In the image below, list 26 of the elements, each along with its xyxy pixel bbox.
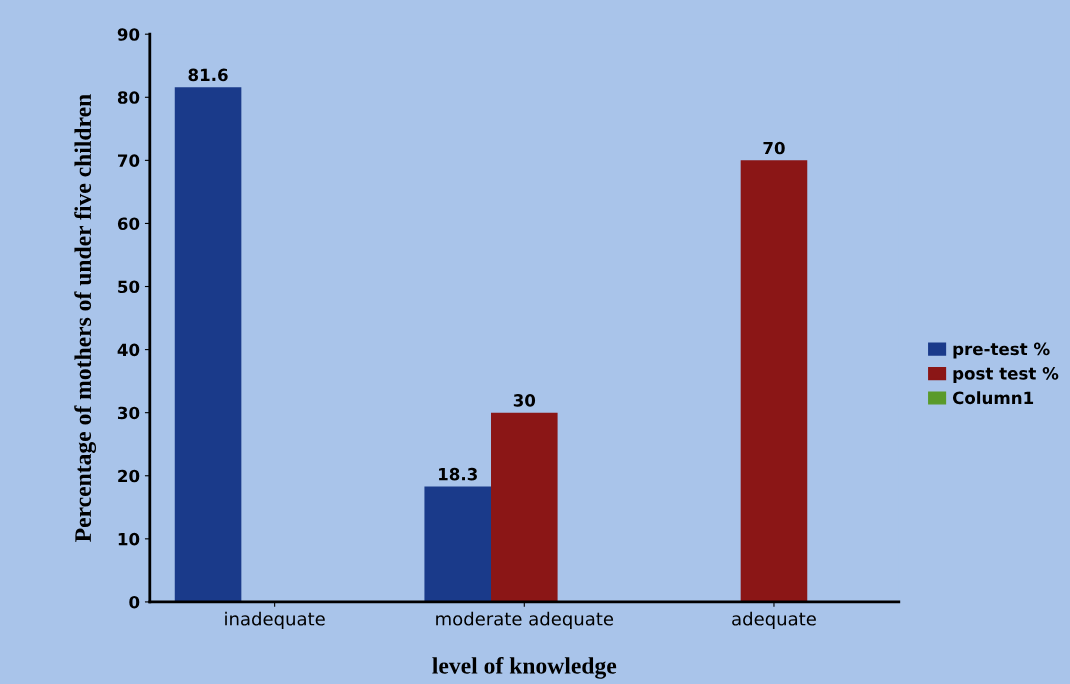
y-tick-label: 30 [118, 406, 140, 420]
data-label: 30 [513, 394, 536, 407]
y-tick-label: 40 [117, 343, 140, 357]
legend-label: Column1 [952, 391, 1034, 405]
bar [424, 486, 492, 602]
x-tick-label: adequate [732, 611, 816, 630]
y-tick-label: 10 [118, 532, 140, 546]
x-tick-label: moderate adequate [436, 611, 614, 630]
bar [491, 412, 558, 602]
y-tick-label: 50 [118, 280, 140, 294]
y-tick-label: 80 [117, 91, 140, 104]
data-label: 70 [763, 141, 785, 155]
y-axis-title: Percentage of mothers of under five children [74, 94, 97, 542]
y-tick-label: 20 [118, 469, 140, 483]
bar [740, 160, 808, 602]
legend-label: post test % [953, 367, 1059, 383]
y-tick-label: 60 [117, 217, 140, 231]
data-label: 81.6 [188, 68, 228, 82]
y-tick-label: 90 [117, 28, 140, 41]
data-label: 18.3 [439, 467, 477, 481]
x-tick-label: inadequate [225, 611, 325, 630]
y-tick-label: 0 [129, 595, 140, 609]
y-tick-label: 70 [118, 154, 140, 167]
x-axis-title: level of knowledge [432, 656, 617, 679]
legend-label: pre-test % [953, 342, 1050, 359]
bar [174, 87, 242, 602]
